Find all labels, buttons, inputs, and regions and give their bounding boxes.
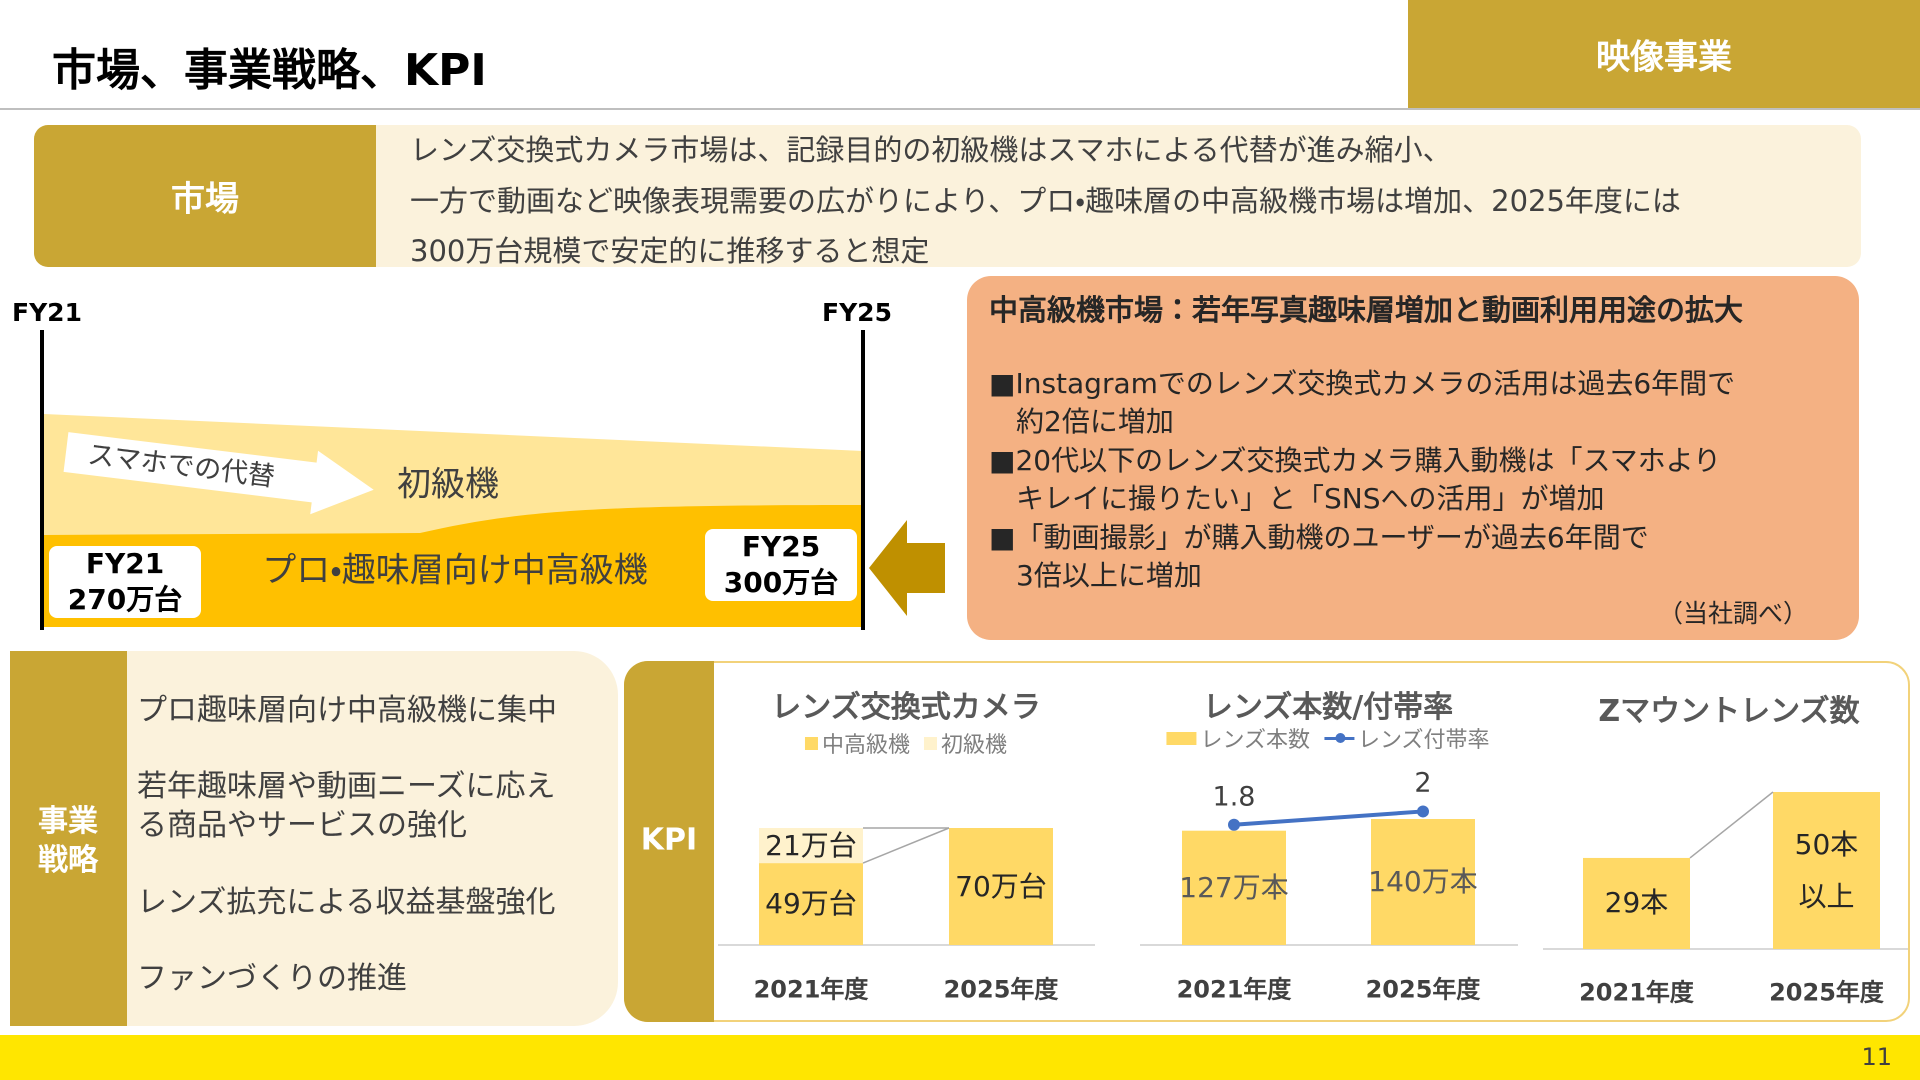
- bar: [1182, 830, 1286, 945]
- legend-label: レンズ付帯率: [1358, 728, 1490, 753]
- chart-title: レンズ交換式カメラ: [771, 690, 1041, 725]
- legend: 中高級機 初級機: [804, 727, 1007, 759]
- bar: [949, 828, 1053, 945]
- market-text: 300万台規模で安定的に推移すると想定: [410, 234, 930, 268]
- bar: [1583, 857, 1690, 949]
- connector: [862, 827, 950, 864]
- segment-label: 映像事業: [1596, 37, 1732, 78]
- left-arrow: [869, 520, 945, 616]
- strategy-tab: [10, 651, 127, 1026]
- connector: [1689, 791, 1774, 859]
- bar: [1773, 792, 1880, 949]
- strategy-item: ファンづくりの推進: [137, 961, 407, 996]
- value-label: 49万台: [765, 887, 857, 921]
- value-label: 127万本: [1179, 870, 1289, 904]
- slide-title: 市場、事業戦略、KPI: [52, 45, 487, 96]
- end-box-volume: 300万台: [723, 566, 839, 599]
- legend-label: 初級機: [941, 733, 1008, 758]
- legend-item: 初級機: [924, 727, 1007, 759]
- legend-item: 中高級機: [804, 727, 910, 759]
- category-label: 2025年度: [1769, 978, 1884, 1007]
- value-label: 29本: [1604, 886, 1669, 920]
- point-label: 2: [1414, 767, 1432, 799]
- bar: [759, 863, 863, 945]
- legend-swatch: [1324, 732, 1354, 743]
- value-label: 21万台: [765, 828, 857, 862]
- market-tab: [34, 125, 376, 267]
- category-label: 2021年度: [1176, 975, 1292, 1004]
- strategy-item: る商品やサービスの強化: [137, 808, 467, 843]
- bar: [1371, 819, 1475, 945]
- value-label: 140万本: [1368, 865, 1478, 898]
- strategy-item: プロ趣味層向け中高級機に集中: [137, 693, 557, 728]
- end-box-year: FY25: [741, 530, 821, 563]
- start-box-year: FY21: [85, 547, 165, 580]
- category-label: 2025年度: [1365, 975, 1481, 1004]
- category-label: 2025年度: [943, 975, 1059, 1004]
- kpi-tab: [624, 661, 714, 1022]
- value-label: 50本以上: [1794, 827, 1859, 913]
- highlights-panel: [967, 276, 1859, 640]
- page-number: 11: [1861, 1043, 1892, 1071]
- legend-item: レンズ付帯率: [1324, 722, 1490, 754]
- header-rule: [0, 108, 1920, 110]
- timeline-start: FY21: [12, 298, 82, 327]
- strategy-label: 戦略: [38, 843, 98, 878]
- market-text: レンズ交換式カメラ市場は、記録目的の初級機はスマホによる代替が進み縮小、: [410, 133, 1452, 167]
- footer-bar: [0, 1035, 1920, 1080]
- line-point: [1417, 805, 1429, 818]
- line: [1233, 809, 1424, 827]
- legend-dot: [1335, 732, 1345, 743]
- bullet: 3倍以上に増加: [1016, 559, 1202, 592]
- point-label: 1.8: [1212, 781, 1256, 813]
- line-point: [1228, 818, 1240, 831]
- bar: [759, 828, 863, 864]
- market-text: 一方で動画など映像表現需要の広がりにより、プロ・趣味層の中高級機市場は増加、20…: [410, 184, 1681, 218]
- highlights-title: 中高級機市場：若年写真趣味層増加と動画利用用途の拡大: [989, 293, 1744, 327]
- chart-title: Zマウントレンズ数: [1598, 694, 1860, 729]
- high-area: [44, 505, 863, 627]
- bullet: ■Instagramでのレンズ交換式カメラの活用は過去6年間で: [989, 367, 1736, 400]
- legend-swatch: [1166, 731, 1197, 745]
- strategy-item: 若年趣味層や動画ニーズに応え: [137, 769, 556, 804]
- legend: レンズ本数 レンズ付帯率: [1166, 722, 1490, 754]
- timeline-end: FY25: [822, 298, 892, 327]
- market-label: 市場: [171, 179, 239, 220]
- legend-label: レンズ本数: [1200, 728, 1310, 753]
- start-box: FY21 270万台: [49, 546, 201, 618]
- entry-segment: 初級機: [397, 464, 499, 505]
- bullet: ■20代以下のレンズ交換式カメラ購入動機は「スマホより: [989, 444, 1722, 477]
- start-box-volume: 270万台: [67, 583, 183, 616]
- category-label: 2021年度: [753, 975, 869, 1004]
- value-label: 70万台: [955, 869, 1047, 903]
- legend-swatch: [804, 736, 818, 750]
- legend-swatch: [924, 736, 937, 750]
- legend-label: 中高級機: [821, 733, 910, 758]
- segment-banner: [1408, 0, 1920, 108]
- bullet: 約2倍に増加: [1016, 405, 1174, 438]
- legend-item: レンズ本数: [1166, 722, 1310, 754]
- kpi-label: KPI: [640, 822, 698, 858]
- end-box: FY25 300万台: [705, 529, 857, 601]
- bullet: ■「動画撮影」が購入動機のユーザーが過去6年間で: [989, 521, 1649, 554]
- high-segment: プロ・趣味層向け中高級機: [262, 550, 648, 591]
- strategy-label: 事業: [38, 804, 98, 839]
- chart-title: レンズ本数/付帯率: [1202, 690, 1454, 725]
- category-label: 2021年度: [1579, 978, 1694, 1007]
- bullet: キレイに撮りたい」と「SNSへの活用」が増加: [1016, 482, 1605, 515]
- strategy-item: レンズ拡充による収益基盤強化: [137, 885, 556, 920]
- arrow-shape: [63, 432, 374, 515]
- source-note: （当社調べ）: [1657, 599, 1808, 628]
